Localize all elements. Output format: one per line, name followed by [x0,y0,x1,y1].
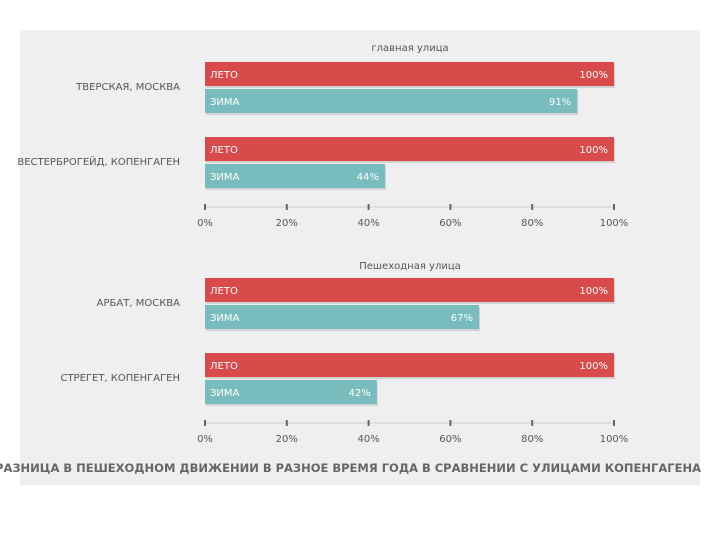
x-tick-label: 40% [357,434,379,445]
x-tick-label: 60% [439,218,461,229]
data-label: 67% [451,313,473,324]
x-tick-label: 100% [600,434,629,445]
bar [205,278,614,302]
chart-title-0: главная улица [371,43,448,54]
bar [205,353,614,377]
data-label: 100% [579,361,608,372]
series-label: ЛЕТО [210,286,238,297]
bar [205,89,578,113]
bar [205,305,480,329]
x-tick-label: 40% [357,218,379,229]
category-label: ТВЕРСКАЯ, МОСКВА [75,82,180,93]
chart-caption: РАЗНИЦА В ПЕШЕХОДНОМ ДВИЖЕНИИ В РАЗНОЕ В… [0,461,701,475]
bar [205,380,377,404]
data-label: 42% [349,388,371,399]
x-tick-label: 20% [276,434,298,445]
series-label: ЛЕТО [210,145,238,156]
data-label: 100% [579,145,608,156]
series-label: ЗИМА [210,388,240,399]
series-label: ЗИМА [210,172,240,183]
bar [205,62,614,86]
series-label: ЛЕТО [210,361,238,372]
bar [205,137,614,161]
series-label: ЗИМА [210,97,240,108]
series-label: ЗИМА [210,313,240,324]
x-tick-label: 80% [521,218,543,229]
series-label: ЛЕТО [210,70,238,81]
x-tick-label: 0% [197,218,213,229]
category-label: АРБАТ, МОСКВА [97,298,180,309]
x-tick-label: 20% [276,218,298,229]
bar [205,164,385,188]
x-tick-label: 80% [521,434,543,445]
chart-title-1: Пешеходная улица [359,261,461,272]
data-label: 44% [357,172,379,183]
category-label: ВЕСТЕРБРОГЕЙД, КОПЕНГАГЕН [17,155,180,168]
category-label: СТРЕГЕТ, КОПЕНГАГЕН [60,373,180,384]
data-label: 100% [579,70,608,81]
x-tick-label: 0% [197,434,213,445]
data-label: 100% [579,286,608,297]
x-tick-label: 100% [600,218,629,229]
x-tick-label: 60% [439,434,461,445]
data-label: 91% [549,97,571,108]
